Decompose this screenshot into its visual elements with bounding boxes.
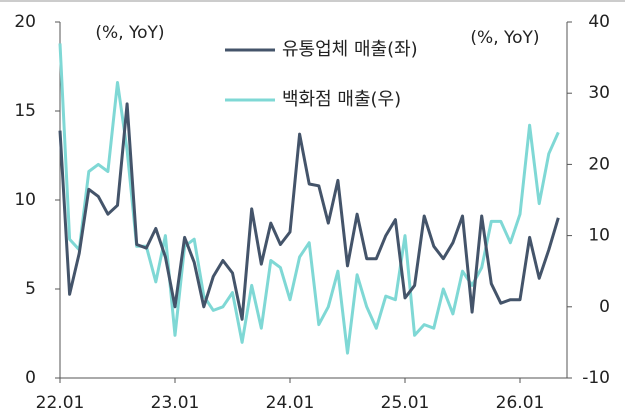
y2-tick-label: 10 bbox=[588, 226, 610, 246]
x-tick-label: 23.01 bbox=[151, 393, 200, 413]
x-tick-label: 26.01 bbox=[496, 393, 545, 413]
right-axis-unit: (%, YoY) bbox=[470, 28, 539, 48]
y-tick-label: 5 bbox=[25, 279, 36, 299]
legend-label: 백화점 매출(우) bbox=[282, 89, 401, 110]
y-tick-label: 10 bbox=[14, 190, 36, 210]
series-line bbox=[58, 102, 560, 321]
x-tick-label: 24.01 bbox=[266, 393, 315, 413]
y2-tick-label: -10 bbox=[582, 368, 610, 388]
y2-tick-label: 30 bbox=[588, 83, 610, 103]
y-tick-label: 15 bbox=[14, 101, 36, 121]
x-tick-label: 25.01 bbox=[381, 393, 430, 413]
y2-tick-label: 20 bbox=[588, 154, 610, 174]
left-axis-unit: (%, YoY) bbox=[95, 23, 164, 43]
y-tick-label: 20 bbox=[14, 12, 36, 32]
x-tick-label: 22.01 bbox=[36, 393, 85, 413]
y-tick-label: 0 bbox=[25, 368, 36, 388]
y2-tick-label: 40 bbox=[588, 12, 610, 32]
legend-label: 유통업체 매출(좌) bbox=[282, 39, 418, 60]
y2-tick-label: 0 bbox=[599, 297, 610, 317]
